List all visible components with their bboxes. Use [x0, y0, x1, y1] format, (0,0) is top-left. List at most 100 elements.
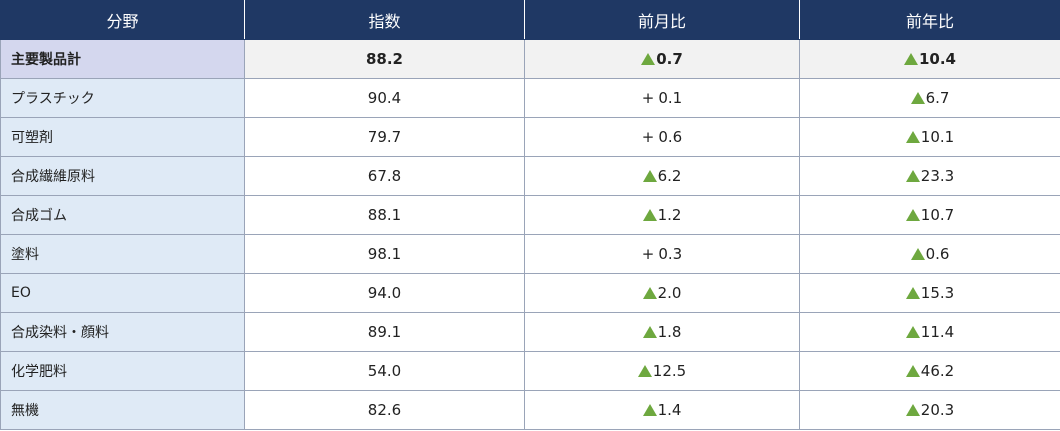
year-over-year-value: 46.2 — [799, 351, 1060, 391]
category-name: 無機 — [0, 390, 245, 430]
year-over-year-value-number: 10.7 — [920, 206, 955, 224]
year-over-year-value-number: 10.4 — [918, 50, 956, 68]
decrease-triangle-icon — [642, 404, 657, 416]
plus-sign: + — [641, 128, 655, 146]
month-over-month-value: 0.7 — [524, 39, 800, 79]
month-over-month-value-content: +0.3 — [642, 245, 682, 263]
table-row: 合成ゴム 88.1 1.2 10.7 — [0, 195, 1060, 235]
year-over-year-value: 11.4 — [799, 312, 1060, 352]
month-over-month-value: 1.2 — [524, 195, 800, 235]
index-value: 54.0 — [244, 351, 525, 391]
month-over-month-value: +0.1 — [524, 78, 800, 118]
month-over-month-value-content: 1.8 — [642, 323, 682, 341]
table-row: 可塑剤 79.7 +0.6 10.1 — [0, 117, 1060, 157]
decrease-triangle-icon — [905, 404, 920, 416]
month-over-month-value: +0.3 — [524, 234, 800, 274]
category-name: 合成ゴム — [0, 195, 245, 235]
month-over-month-value-number: 0.6 — [658, 128, 683, 146]
index-value: 88.1 — [244, 195, 525, 235]
year-over-year-value: 10.7 — [799, 195, 1060, 235]
decrease-triangle-icon — [910, 92, 925, 104]
year-over-year-value-number: 23.3 — [920, 167, 955, 185]
header-month-over-month: 前月比 — [524, 0, 800, 40]
month-over-month-value-number: 1.4 — [657, 401, 682, 419]
category-name: 合成繊維原料 — [0, 156, 245, 196]
decrease-triangle-icon — [641, 53, 656, 65]
table-row: 無機 82.6 1.4 20.3 — [0, 390, 1060, 430]
month-over-month-value-content: +0.1 — [642, 89, 682, 107]
month-over-month-value: 1.4 — [524, 390, 800, 430]
table-row: 合成繊維原料 67.8 6.2 23.3 — [0, 156, 1060, 196]
month-over-month-value-content: 1.4 — [642, 401, 682, 419]
month-over-month-value-number: 1.8 — [657, 323, 682, 341]
year-over-year-value-number: 11.4 — [920, 323, 955, 341]
month-over-month-value: 6.2 — [524, 156, 800, 196]
decrease-triangle-icon — [905, 131, 920, 143]
category-name: プラスチック — [0, 78, 245, 118]
month-over-month-value-number: 6.2 — [657, 167, 682, 185]
table-row: 合成染料・顔料 89.1 1.8 11.4 — [0, 312, 1060, 352]
month-over-month-value: 1.8 — [524, 312, 800, 352]
year-over-year-value-content: 15.3 — [905, 284, 955, 302]
table-body: 主要製品計 88.2 0.7 10.4 プラスチック 90.4 +0.1 6.7 可塑剤 79.7… — [0, 39, 1060, 430]
index-value: 98.1 — [244, 234, 525, 274]
month-over-month-value-number: 1.2 — [657, 206, 682, 224]
month-over-month-value-number: 0.7 — [656, 50, 683, 68]
index-value: 79.7 — [244, 117, 525, 157]
year-over-year-value-number: 6.7 — [925, 89, 950, 107]
table-row: 化学肥料 54.0 12.5 46.2 — [0, 351, 1060, 391]
month-over-month-value-number: 0.3 — [658, 245, 683, 263]
month-over-month-value-content: +0.6 — [642, 128, 682, 146]
header-row: 分野 指数 前月比 前年比 — [0, 0, 1060, 40]
index-value: 88.2 — [244, 39, 525, 79]
year-over-year-value: 15.3 — [799, 273, 1060, 313]
year-over-year-value: 10.4 — [799, 39, 1060, 79]
decrease-triangle-icon — [905, 365, 920, 377]
index-value: 82.6 — [244, 390, 525, 430]
category-name: 塗料 — [0, 234, 245, 274]
year-over-year-value-number: 20.3 — [920, 401, 955, 419]
decrease-triangle-icon — [642, 209, 657, 221]
year-over-year-value-number: 0.6 — [925, 245, 950, 263]
header-index: 指数 — [244, 0, 525, 40]
year-over-year-value-number: 10.1 — [920, 128, 955, 146]
year-over-year-value-content: 20.3 — [905, 401, 955, 419]
year-over-year-value: 0.6 — [799, 234, 1060, 274]
decrease-triangle-icon — [642, 326, 657, 338]
year-over-year-value-content: 23.3 — [905, 167, 955, 185]
table-row: 塗料 98.1 +0.3 0.6 — [0, 234, 1060, 274]
total-row: 主要製品計 88.2 0.7 10.4 — [0, 39, 1060, 79]
year-over-year-value-content: 6.7 — [910, 89, 950, 107]
year-over-year-value-number: 15.3 — [920, 284, 955, 302]
month-over-month-value: 2.0 — [524, 273, 800, 313]
category-name: EO — [0, 273, 245, 313]
year-over-year-value-content: 0.6 — [910, 245, 950, 263]
decrease-triangle-icon — [905, 287, 920, 299]
month-over-month-value-content: 0.7 — [641, 50, 683, 68]
header-category: 分野 — [0, 0, 245, 40]
year-over-year-value: 20.3 — [799, 390, 1060, 430]
decrease-triangle-icon — [905, 170, 920, 182]
decrease-triangle-icon — [642, 287, 657, 299]
month-over-month-value-content: 6.2 — [642, 167, 682, 185]
month-over-month-value-number: 12.5 — [652, 362, 687, 380]
month-over-month-value-content: 12.5 — [637, 362, 687, 380]
month-over-month-value-number: 0.1 — [658, 89, 683, 107]
plus-sign: + — [641, 245, 655, 263]
index-value: 90.4 — [244, 78, 525, 118]
month-over-month-value-content: 2.0 — [642, 284, 682, 302]
month-over-month-value: +0.6 — [524, 117, 800, 157]
year-over-year-value-content: 10.1 — [905, 128, 955, 146]
year-over-year-value-content: 46.2 — [905, 362, 954, 380]
plus-sign: + — [641, 89, 655, 107]
category-name: 主要製品計 — [0, 39, 245, 79]
index-value: 89.1 — [244, 312, 525, 352]
month-over-month-value-content: 1.2 — [642, 206, 682, 224]
year-over-year-value: 6.7 — [799, 78, 1060, 118]
index-value: 67.8 — [244, 156, 525, 196]
decrease-triangle-icon — [903, 53, 918, 65]
year-over-year-value-content: 11.4 — [905, 323, 955, 341]
table-row: プラスチック 90.4 +0.1 6.7 — [0, 78, 1060, 118]
month-over-month-value-number: 2.0 — [657, 284, 682, 302]
